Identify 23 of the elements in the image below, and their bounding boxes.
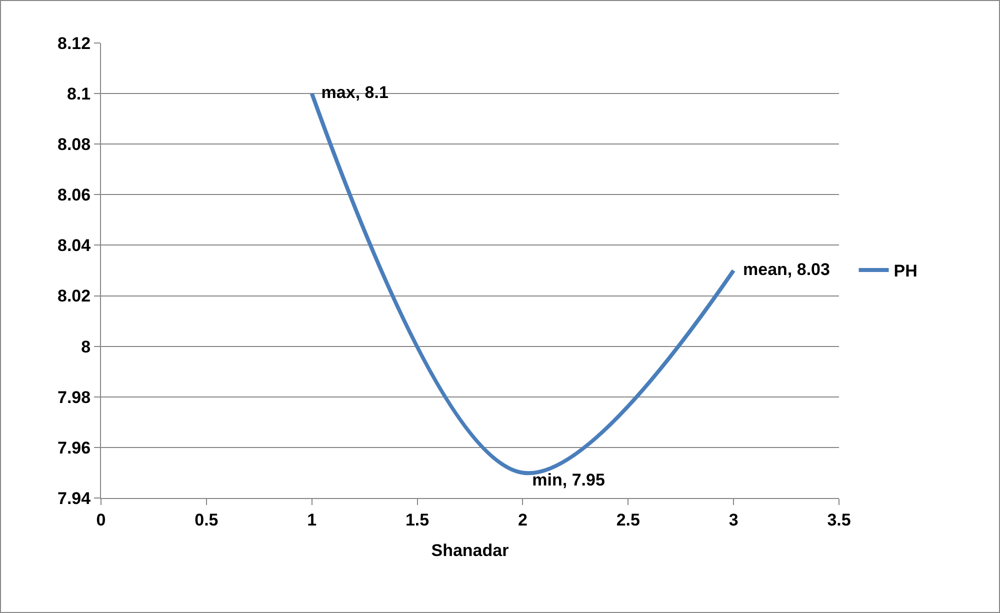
x-tick-label: 1.5 [405,510,430,530]
x-tick-label: 3.5 [827,510,851,530]
x-tick-label: 2 [518,510,528,530]
x-tick-label: 0.5 [194,510,218,530]
y-tick-label: 7.94 [58,488,92,508]
y-tick-label: 8.08 [58,135,91,154]
legend-label: PH [894,262,918,281]
y-tick-label: 8.1 [66,84,91,104]
data-label: mean, 8.03 [734,260,830,279]
y-tick-label: 8.12 [58,34,91,53]
x-axis-title: Shanadar [431,540,510,560]
data-label: min, 7.95 [522,470,605,490]
y-tick-label: 8.02 [58,286,91,306]
y-tick-label: 7.98 [58,388,91,407]
y-tick-label: 8.06 [58,186,91,205]
x-tick-label: 0 [96,510,106,530]
y-tick-label: 8.04 [58,236,92,256]
x-tick-label: 3 [728,510,738,530]
x-tick-label: 1 [307,510,317,530]
y-tick-label: 8 [81,337,91,356]
y-tick-label: 7.96 [58,438,91,458]
x-tick-label: 2.5 [616,510,640,530]
data-label: max, 8.1 [312,82,388,102]
